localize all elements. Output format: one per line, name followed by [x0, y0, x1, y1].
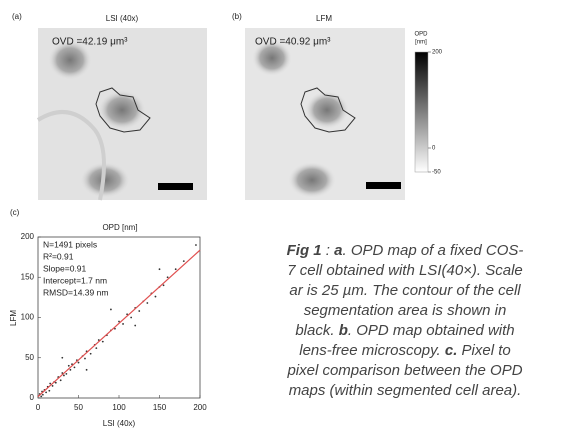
colorbar-tick-label: 200 [432, 50, 443, 56]
caption-run: . OPD map obtained with [348, 322, 515, 339]
colorbar-title: OPD [414, 32, 428, 38]
scatter-point [195, 244, 197, 246]
scatter-point [146, 302, 149, 304]
y-tick-label: 0 [30, 393, 35, 402]
x-tick-label: 150 [153, 403, 167, 412]
scatter-point [59, 379, 62, 382]
x-tick-label: 50 [74, 403, 83, 412]
y-tick-label: 100 [21, 313, 35, 322]
scatter-point [73, 366, 76, 369]
image-a [36, 28, 207, 201]
y-tick-label: 200 [21, 232, 35, 241]
caption-run: ar is 25 µm. The contour of the cell [289, 282, 521, 299]
annotation: OVD =40.92 μm³ [255, 37, 331, 48]
scatter-point [158, 268, 161, 271]
caption-line: 7 cell obtained with LSI(40×). Scale [287, 262, 523, 279]
caption-run: Pixel to [457, 342, 510, 359]
scatter-point [182, 260, 185, 263]
scatter-point [118, 320, 120, 323]
caption-line: pixel comparison between the OPD [286, 362, 522, 379]
scatter-point [130, 316, 133, 319]
caption-line: black. b. OPD map obtained with [295, 322, 514, 339]
y-tick-label: 50 [25, 353, 34, 362]
x-tick-label: 100 [112, 403, 126, 412]
colorbar [414, 51, 429, 173]
scatter-point [101, 340, 104, 343]
panel-label: (a) [12, 12, 22, 21]
caption-run: a [334, 242, 342, 259]
scatter-point [49, 382, 52, 385]
image-b [245, 28, 405, 200]
scatter-point [126, 313, 128, 316]
caption-run: segmentation area is shown in [304, 302, 507, 319]
caption-line: ar is 25 µm. The contour of the cell [289, 282, 521, 299]
scatter-point [63, 374, 65, 377]
colorbar-tick-label: -50 [432, 170, 441, 176]
caption-run: lens-free microscopy. [299, 342, 445, 359]
scatter-point [77, 361, 80, 364]
panel-title: LSI (40x) [106, 14, 139, 23]
scatter-point [45, 391, 47, 394]
caption-line: maps (within segmented cell area). [289, 382, 522, 399]
caption-run: b [339, 322, 348, 339]
scatter-point [114, 327, 116, 330]
scatter-point [174, 268, 177, 271]
caption-run: maps (within segmented cell area). [289, 382, 522, 399]
stat-text: Intercept=1.7 nm [43, 275, 107, 285]
scatter-point [122, 323, 124, 325]
stat-text: N=1491 pixels [43, 239, 97, 249]
caption-run: black. [295, 322, 338, 339]
caption-run: pixel comparison between the OPD [286, 362, 522, 379]
panel-label: (b) [232, 12, 242, 21]
scatter-point [134, 324, 137, 327]
scatter-point [48, 389, 51, 392]
caption-line: segmentation area is shown in [304, 302, 507, 319]
x-tick-label: 0 [36, 403, 41, 412]
panel-label: (c) [10, 208, 20, 217]
scatter-point [69, 368, 72, 371]
caption-run: c. [445, 342, 458, 359]
scatter-point [51, 385, 54, 387]
scatter-point [166, 276, 169, 279]
y-axis-label: LFM [9, 310, 18, 326]
caption-run: : [322, 242, 335, 259]
scatter-point [61, 356, 64, 359]
scatter-point [162, 284, 165, 287]
caption-run: . OPD map of a fixed COS- [342, 242, 523, 259]
fit-line [37, 249, 201, 398]
caption-line: Fig 1 : a. OPD map of a fixed COS- [287, 242, 524, 259]
scatter-point [138, 310, 141, 312]
caption-run: 7 cell obtained with LSI(40×). Scale [287, 262, 523, 279]
scatter-point [154, 295, 157, 298]
scatter-point [85, 368, 88, 371]
scatter-point [110, 308, 112, 311]
caption-line: lens-free microscopy. c. Pixel to [299, 342, 510, 359]
scatter-point [71, 363, 73, 366]
chart-title: OPD [nm] [102, 223, 137, 232]
scatter-point [89, 352, 92, 355]
annotation: OVD =42.19 μm³ [52, 37, 128, 48]
scatter-point [40, 395, 43, 398]
stat-text: RMSD=14.39 nm [43, 287, 108, 297]
scatter-point [67, 364, 70, 367]
x-tick-label: 200 [193, 403, 207, 412]
panel-title: LFM [316, 14, 332, 23]
stat-text: Slope=0.91 [43, 263, 87, 273]
scatter-point [84, 357, 86, 360]
colorbar-title: [nm] [415, 40, 427, 46]
scatter-point [41, 393, 44, 396]
y-tick-label: 150 [21, 272, 35, 281]
caption-run: Fig 1 [287, 242, 322, 259]
colorbar-tick-label: 0 [432, 146, 436, 152]
scatter-point [54, 381, 57, 384]
stat-text: R²=0.91 [43, 251, 74, 261]
x-axis-label: LSI (40x) [103, 419, 136, 428]
scatter-point [95, 347, 98, 349]
scatter-point [65, 372, 68, 375]
